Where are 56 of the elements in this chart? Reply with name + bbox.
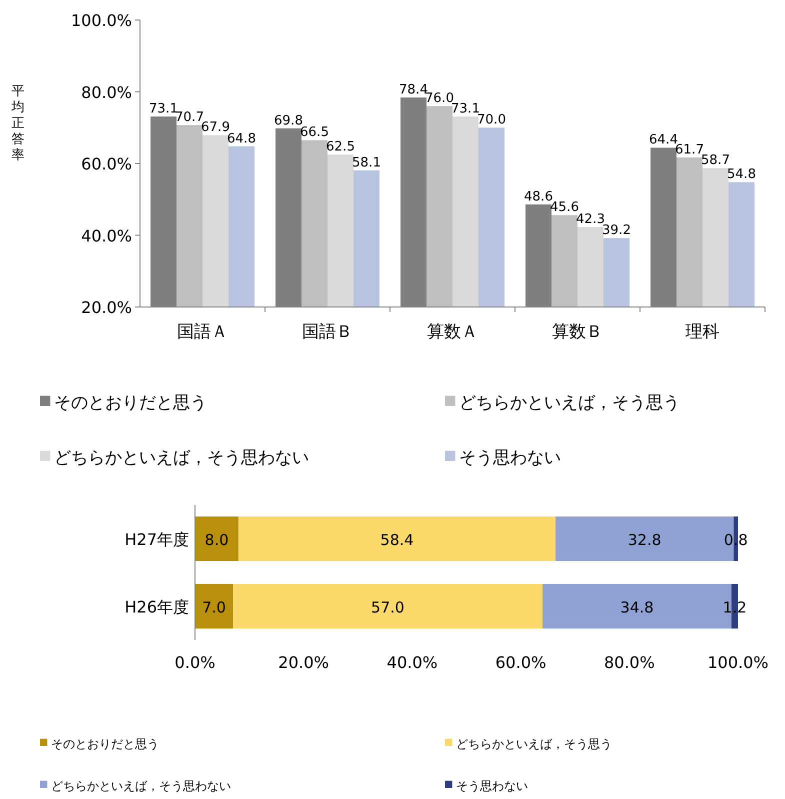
data-label: 62.5	[326, 140, 355, 155]
data-label: 32.8	[628, 530, 662, 549]
x-tick-label: 算数Ｂ	[552, 322, 603, 342]
y-tick-label: 60.0%	[81, 154, 132, 174]
y-tick-label: 20.0%	[81, 298, 132, 317]
legend-label: そう思わない	[456, 779, 528, 793]
y-tick-label: 80.0%	[81, 82, 132, 102]
data-label: 69.8	[274, 113, 303, 128]
data-label: 73.1	[451, 102, 480, 117]
data-label: 58.7	[701, 153, 730, 168]
x-tick-label: 40.0%	[386, 653, 438, 672]
x-tick-label: 理科	[686, 322, 720, 342]
data-label: 1.2	[722, 598, 747, 616]
data-label: 78.4	[399, 82, 428, 98]
data-label: 64.8	[227, 131, 256, 146]
data-label: 42.3	[576, 212, 605, 227]
x-tick-label: 60.0%	[495, 653, 546, 672]
legend-label: どちらかといえば，そう思う	[459, 393, 680, 413]
data-label: 34.8	[620, 598, 654, 616]
legend-label: どちらかといえば，そう思わない	[51, 779, 232, 793]
x-tick-label: 20.0%	[278, 653, 330, 672]
data-label: 67.9	[201, 120, 230, 136]
x-tick-label: 国語Ｂ	[302, 322, 353, 342]
data-label: 61.7	[675, 142, 704, 158]
data-label: 66.5	[300, 125, 329, 140]
legend-label: そのとおりだと思う	[54, 393, 208, 413]
data-label: 54.8	[727, 167, 756, 182]
legend-label: そのとおりだと思う	[51, 737, 160, 751]
data-label: 70.0	[477, 112, 506, 128]
bar	[238, 516, 556, 562]
x-tick-label: 0.0%	[174, 653, 216, 672]
data-label: 39.2	[602, 223, 631, 238]
y-tick-label: 40.0%	[81, 226, 132, 246]
y-tick-label: 100.0%	[70, 11, 132, 30]
data-label: 0.8	[724, 530, 748, 549]
x-tick-label: 算数Ａ	[427, 322, 478, 342]
bar	[233, 584, 543, 629]
y-tick-label: H27年度	[124, 530, 189, 549]
data-label: 58.1	[352, 155, 381, 170]
data-label: 45.6	[550, 200, 579, 216]
legend-label: どちらかといえば，そう思う	[456, 737, 612, 751]
data-label: 58.4	[380, 530, 414, 549]
x-tick-label: 国語Ａ	[177, 322, 228, 342]
legend-label: そう思わない	[459, 448, 562, 468]
data-label: 8.0	[204, 530, 229, 549]
bar	[195, 516, 238, 562]
x-tick-label: 80.0%	[604, 653, 655, 672]
bar	[195, 584, 234, 629]
data-label: 73.1	[149, 102, 178, 117]
legend-label: どちらかといえば，そう思わない	[54, 448, 310, 468]
y-axis-title: 平均正答率	[10, 84, 24, 163]
x-tick-label: 100.0%	[707, 653, 769, 672]
data-label: 48.6	[524, 189, 553, 204]
y-tick-label: H26年度	[124, 597, 189, 616]
data-label: 7.0	[202, 598, 226, 616]
data-label: 57.0	[371, 598, 404, 616]
